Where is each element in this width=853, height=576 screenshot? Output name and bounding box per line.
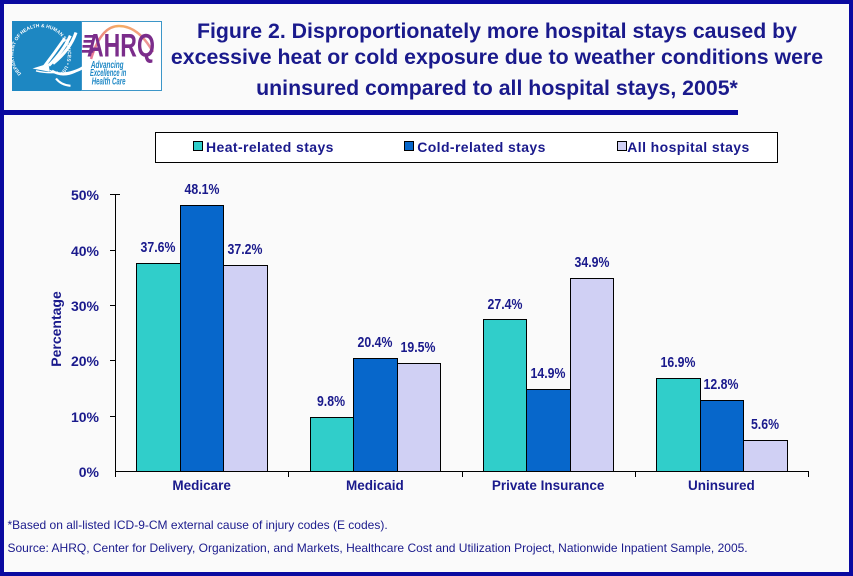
svg-text:AHRQ: AHRQ [87, 28, 155, 64]
svg-text:Health Care: Health Care [92, 76, 126, 87]
svg-text:Advancing: Advancing [90, 60, 123, 71]
svg-text:Excellence in: Excellence in [90, 68, 126, 79]
